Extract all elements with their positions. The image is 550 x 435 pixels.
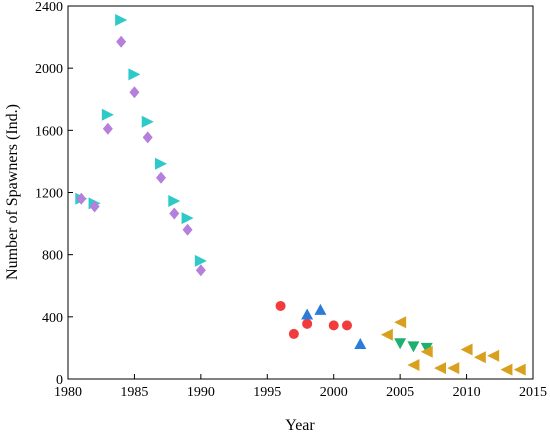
data-point-circle (275, 300, 286, 311)
x-tick-label: 2000 (320, 385, 348, 400)
x-tick-label: 2015 (519, 385, 547, 400)
x-tick-label: 1985 (120, 385, 148, 400)
x-tick-label: 1980 (54, 385, 82, 400)
data-point-triangle-left (513, 363, 526, 376)
data-point-triangle-up (314, 303, 327, 315)
data-point-triangle-left (473, 351, 486, 364)
y-tick-label: 1600 (35, 124, 63, 139)
data-points (75, 13, 526, 376)
data-point-diamond (182, 223, 193, 236)
x-tick-label: 2005 (386, 385, 414, 400)
x-tick-label: 2010 (453, 385, 481, 400)
data-point-triangle-left (420, 345, 433, 358)
data-point-triangle-right (101, 108, 114, 121)
data-point-circle (288, 328, 299, 339)
data-point-triangle-left (434, 362, 446, 375)
data-point-triangle-left (500, 363, 513, 376)
data-point-diamond (76, 192, 87, 205)
y-tick-label: 2400 (35, 0, 63, 15)
x-axis-title: Year (285, 417, 315, 434)
data-point-triangle-down (394, 338, 407, 350)
y-axis-title: Number of Spawners (Ind.) (4, 104, 21, 280)
data-point-triangle-right (168, 195, 181, 208)
data-point-diamond (195, 264, 206, 277)
data-point-diamond (129, 86, 140, 99)
data-point-triangle-right (155, 157, 167, 170)
x-tick-label: 1995 (253, 385, 281, 400)
data-point-triangle-left (487, 349, 500, 362)
data-point-triangle-down (407, 341, 420, 353)
data-point-triangle-up (301, 308, 314, 320)
y-tick-label: 2000 (35, 62, 63, 77)
y-tick-label: 1200 (35, 187, 63, 202)
y-tick-label: 0 (56, 373, 63, 388)
plot-frame (67, 5, 534, 380)
data-point-triangle-right (194, 254, 207, 267)
data-point-triangle-left (394, 316, 407, 329)
data-point-triangle-right (115, 13, 128, 26)
axis-ticks: 1980 1985 1990 1995 2000 2005 2010 2015 0 400 800 1… (35, 0, 547, 400)
data-point-diamond (169, 207, 180, 220)
data-point-diamond (142, 131, 153, 144)
data-point-triangle-right (141, 115, 154, 128)
data-point-triangle-up (354, 338, 367, 350)
data-point-triangle-right (128, 68, 141, 81)
y-tick-label: 800 (42, 249, 63, 264)
data-point-triangle-right (181, 212, 194, 225)
data-point-triangle-left (380, 328, 393, 341)
data-point-triangle-left (407, 359, 420, 372)
data-point-diamond (102, 122, 113, 135)
x-tick-label: 1990 (187, 385, 215, 400)
y-tick-label: 400 (42, 311, 63, 326)
data-point-diamond (89, 200, 100, 213)
data-point-triangle-down (420, 342, 433, 354)
data-point-circle (328, 320, 339, 331)
data-point-diamond (156, 171, 166, 184)
data-point-triangle-left (460, 343, 473, 356)
data-point-diamond (116, 35, 127, 48)
data-point-circle (342, 320, 352, 331)
data-point-triangle-left (447, 362, 460, 375)
data-point-circle (302, 318, 313, 329)
